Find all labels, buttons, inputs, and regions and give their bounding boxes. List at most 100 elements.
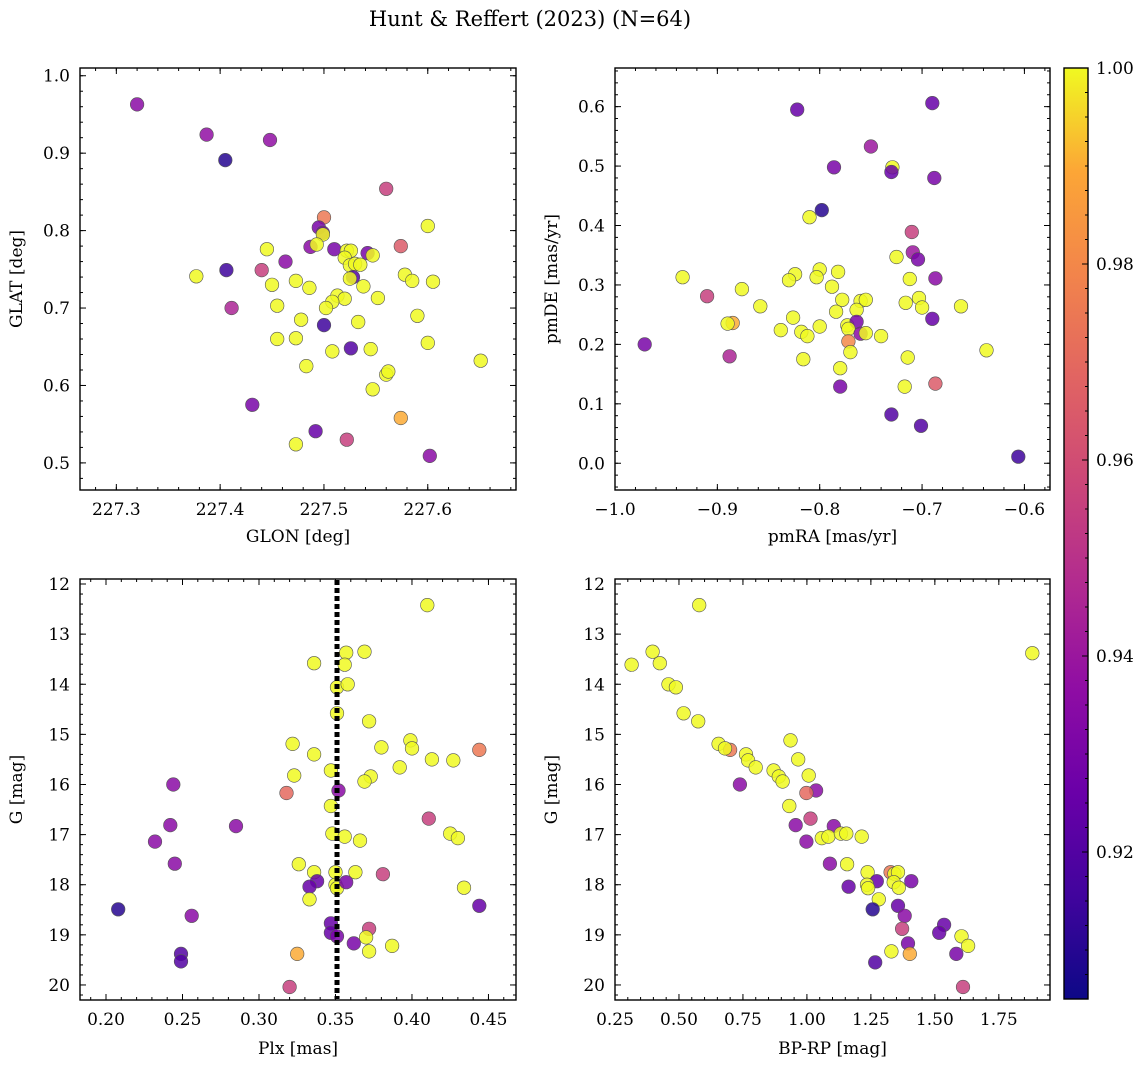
data-point (913, 418, 929, 433)
x-tick-label: 227.4 (196, 500, 245, 520)
y-tick-label: 19 (48, 926, 70, 946)
y-tick-label: 15 (48, 725, 70, 745)
x-axis-label: GLON [deg] (246, 527, 350, 547)
data-point (788, 817, 803, 833)
data-point (346, 936, 361, 951)
data-points (130, 97, 488, 464)
x-tick-label: 1.25 (852, 1010, 890, 1030)
y-axis-label: G [mag] (7, 755, 27, 824)
data-point (720, 316, 735, 331)
data-point (902, 946, 917, 962)
data-point (928, 271, 943, 286)
x-tick-label: 1.00 (788, 1010, 826, 1030)
data-point (910, 252, 926, 267)
data-point (302, 280, 317, 296)
panel-glon-glat: 227.3 227.4 227.5 227.6 0.5 0.6 0.7 0.8 0.9 1.0 GL… (7, 67, 517, 547)
data-point (362, 714, 377, 729)
x-tick-label: 1.75 (980, 1010, 1018, 1030)
data-point (362, 944, 377, 959)
data-point (734, 282, 750, 297)
data-point (420, 597, 435, 613)
colorbar: 0.92 0.94 0.96 0.98 1.00 (1063, 59, 1134, 1000)
data-point (184, 908, 199, 923)
data-point (928, 376, 943, 391)
data-point (405, 273, 420, 289)
y-tick-label: 17 (48, 826, 70, 846)
data-point (790, 102, 805, 117)
data-point (422, 448, 437, 464)
x-tick-label: −0.7 (901, 500, 942, 520)
data-point (316, 318, 332, 333)
x-axis-label: Plx [mas] (258, 1039, 338, 1059)
data-point (960, 938, 976, 954)
data-point (279, 785, 294, 801)
data-point (254, 263, 269, 278)
data-point (812, 319, 827, 334)
data-point (849, 302, 864, 318)
x-axis-label: BP-RP [mag] (778, 1039, 887, 1059)
data-point (668, 680, 684, 695)
data-point (299, 359, 314, 374)
data-point (264, 277, 280, 292)
data-point (245, 397, 260, 412)
data-point (288, 437, 304, 452)
data-point (904, 224, 919, 240)
data-point (420, 218, 435, 234)
colorbar-ticks: 0.92 0.94 0.96 0.98 1.00 (1082, 59, 1134, 1000)
y-axis-label: GLAT [deg] (7, 230, 27, 328)
data-point (796, 352, 811, 367)
data-point (894, 921, 910, 936)
data-point (691, 714, 706, 729)
data-point (824, 279, 840, 294)
data-point (323, 763, 339, 778)
x-tick-label: −1.0 (594, 500, 635, 520)
data-point (858, 292, 873, 307)
data-point (147, 834, 163, 849)
data-point (791, 752, 806, 767)
data-point (288, 331, 304, 346)
data-point (800, 329, 815, 344)
data-point (410, 308, 425, 323)
data-point (826, 160, 842, 175)
data-point (302, 879, 317, 894)
data-point (365, 248, 380, 263)
data-point (692, 597, 707, 613)
y-axis-label: G [mag] (542, 755, 562, 824)
y-tick-label: 0.5 (43, 454, 70, 474)
data-point (420, 335, 435, 351)
data-point (302, 892, 317, 907)
data-point (897, 908, 912, 923)
colorbar-tick-label: 0.94 (1096, 647, 1134, 667)
data-point (781, 273, 797, 288)
data-point (652, 656, 667, 671)
data-point (337, 657, 352, 672)
y-tick-label: 18 (48, 876, 70, 896)
data-point (814, 203, 829, 218)
data-point (676, 706, 691, 721)
data-point (375, 867, 391, 882)
data-point (868, 955, 883, 970)
data-point (343, 341, 359, 356)
data-point (802, 210, 817, 225)
colorbar-tick-label: 0.98 (1096, 255, 1134, 275)
data-point (425, 274, 441, 289)
data-point (352, 833, 368, 848)
data-point (839, 857, 855, 872)
data-point (914, 300, 930, 315)
data-point (843, 345, 858, 360)
data-point (424, 752, 440, 767)
data-point (393, 239, 408, 254)
data-point (307, 656, 322, 671)
y-tick-label: 13 (583, 625, 605, 645)
x-tick-label: 227.3 (92, 500, 141, 520)
data-point (841, 321, 856, 337)
data-point (863, 139, 879, 154)
data-point (732, 777, 748, 792)
x-tick-label: 0.25 (596, 1010, 634, 1030)
x-ticks: 0.20 0.25 0.30 0.35 0.40 0.45 (87, 579, 507, 1030)
data-point (348, 865, 363, 880)
y-tick-label: 16 (583, 775, 605, 795)
data-point (130, 97, 145, 112)
data-point (821, 829, 836, 844)
data-point (308, 424, 323, 439)
